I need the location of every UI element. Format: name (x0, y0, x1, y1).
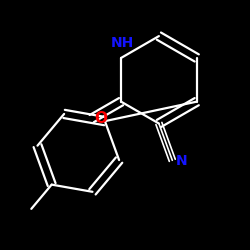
Text: O: O (95, 111, 108, 126)
Text: NH: NH (111, 36, 134, 50)
Text: N: N (175, 154, 187, 168)
